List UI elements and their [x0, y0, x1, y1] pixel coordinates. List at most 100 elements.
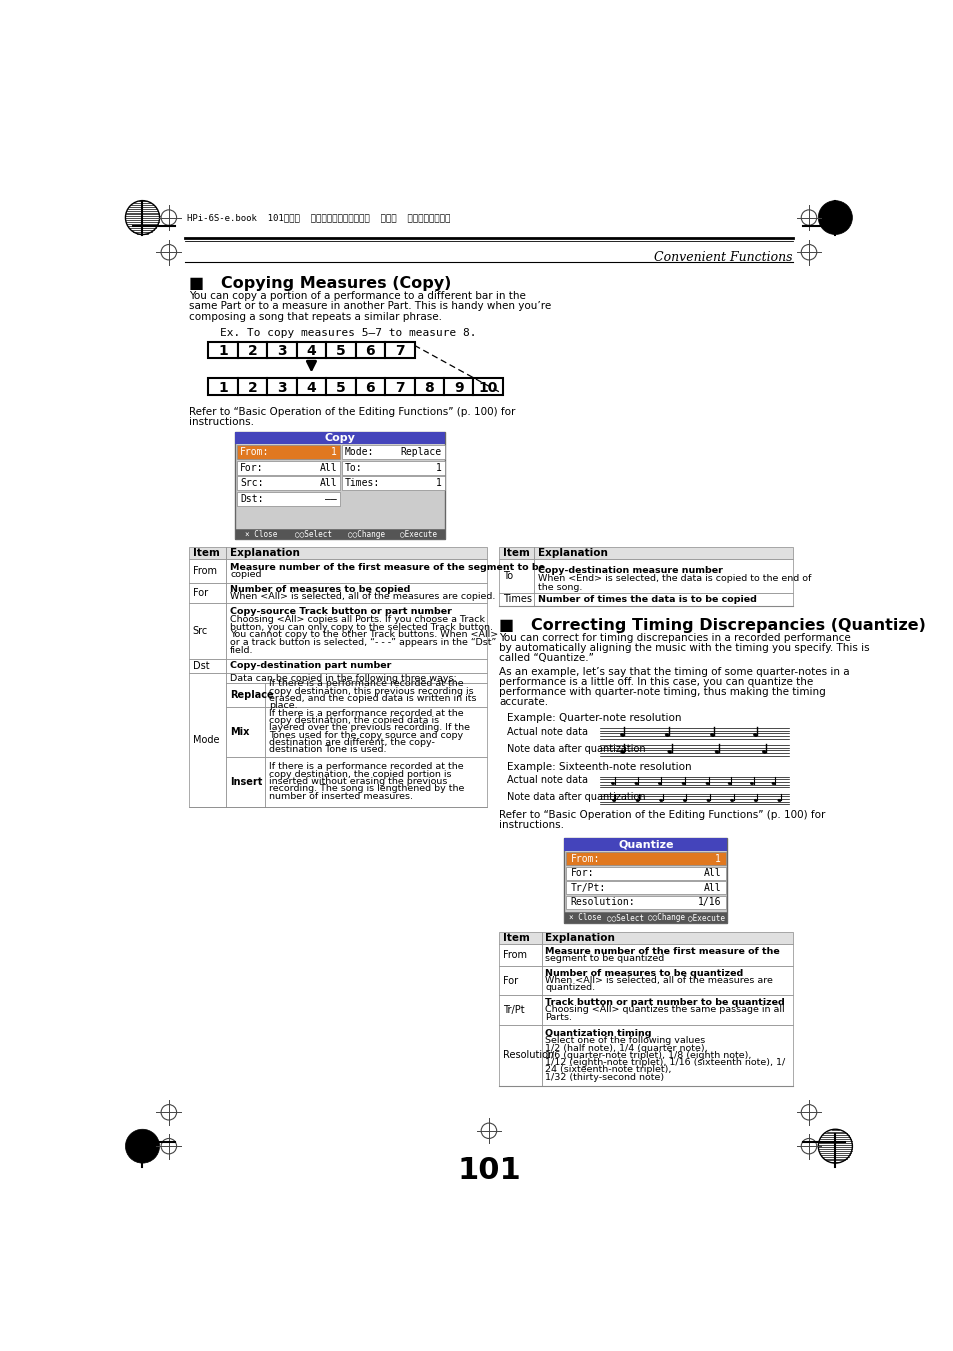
Text: All: All: [319, 463, 336, 473]
Bar: [226, 673, 487, 684]
Ellipse shape: [635, 782, 638, 785]
Text: For:: For:: [570, 869, 594, 878]
Bar: [265, 684, 487, 707]
Text: ○○Change: ○○Change: [647, 913, 684, 921]
Bar: [226, 547, 487, 559]
Bar: [498, 996, 541, 1024]
Ellipse shape: [612, 800, 615, 801]
Bar: [237, 378, 267, 396]
Text: composing a song that repeats a similar phrase.: composing a song that repeats a similar …: [189, 312, 441, 322]
Text: destination Tone is used.: destination Tone is used.: [269, 746, 386, 754]
Text: Mix: Mix: [230, 727, 249, 736]
Text: instructions.: instructions.: [498, 820, 563, 831]
Text: copied: copied: [230, 570, 261, 580]
Bar: [355, 342, 385, 358]
Text: Copy-destination measure number: Copy-destination measure number: [537, 566, 721, 574]
Text: If there is a performance recorded at the: If there is a performance recorded at th…: [269, 762, 463, 771]
Text: 24 (sixteenth-note triplet),: 24 (sixteenth-note triplet),: [545, 1066, 671, 1074]
Text: Choosing <All> copies all Ports. If you choose a Track: Choosing <All> copies all Ports. If you …: [230, 615, 484, 624]
Ellipse shape: [777, 800, 781, 801]
Text: Src:: Src:: [240, 478, 263, 488]
Bar: [226, 559, 487, 582]
Bar: [226, 757, 265, 807]
Bar: [208, 342, 237, 358]
Text: performance is a little off. In this case, you can quantize the: performance is a little off. In this cas…: [498, 677, 812, 688]
Circle shape: [125, 1129, 159, 1163]
Text: segment to be quantized: segment to be quantized: [545, 954, 664, 963]
Text: Data can be copied in the following three ways:: Data can be copied in the following thre…: [230, 674, 456, 682]
Text: From: From: [502, 950, 526, 961]
Text: Quantize: Quantize: [618, 839, 673, 850]
Text: 6: 6: [365, 343, 375, 358]
Bar: [355, 378, 385, 396]
Circle shape: [125, 200, 159, 235]
Bar: [534, 547, 792, 559]
Text: by automatically aligning the music with the timing you specify. This is: by automatically aligning the music with…: [498, 643, 869, 654]
Text: 8: 8: [424, 381, 434, 394]
Bar: [267, 342, 296, 358]
Bar: [564, 838, 726, 923]
Bar: [235, 431, 444, 539]
Text: 1: 1: [331, 447, 336, 458]
Text: performance with quarter-note timing, thus making the timing: performance with quarter-note timing, th…: [498, 688, 825, 697]
Text: or a track button is selected, “- - -” appears in the “Dst”: or a track button is selected, “- - -” a…: [230, 638, 496, 647]
Text: 10: 10: [478, 381, 497, 394]
Bar: [443, 378, 473, 396]
Text: number of inserted measures.: number of inserted measures.: [269, 792, 413, 801]
Ellipse shape: [715, 751, 719, 754]
Text: All: All: [319, 478, 336, 488]
Text: Actual note data: Actual note data: [506, 775, 587, 785]
Bar: [415, 378, 443, 396]
Text: instructions.: instructions.: [189, 417, 253, 427]
Bar: [541, 996, 792, 1024]
Ellipse shape: [761, 751, 765, 754]
Text: copy destination, the copied data is: copy destination, the copied data is: [269, 716, 438, 725]
Bar: [267, 378, 296, 396]
Text: ■   Copying Measures (Copy): ■ Copying Measures (Copy): [189, 276, 451, 290]
Text: Actual note data: Actual note data: [506, 727, 587, 736]
Text: quantized.: quantized.: [545, 984, 595, 993]
Text: Copy-source Track button or part number: Copy-source Track button or part number: [230, 608, 452, 616]
Ellipse shape: [753, 734, 757, 736]
Ellipse shape: [667, 751, 671, 754]
Ellipse shape: [771, 782, 774, 785]
Bar: [235, 528, 444, 539]
Bar: [564, 838, 726, 851]
Bar: [498, 944, 541, 966]
Text: Copy: Copy: [324, 432, 355, 443]
Text: Insert: Insert: [230, 777, 262, 786]
Text: inserted without erasing the previous: inserted without erasing the previous: [269, 777, 447, 786]
Ellipse shape: [619, 751, 623, 754]
Text: Track button or part number to be quantized: Track button or part number to be quanti…: [545, 998, 784, 1006]
Text: When <All> is selected, all of the measures are copied.: When <All> is selected, all of the measu…: [230, 592, 495, 601]
Text: accurate.: accurate.: [498, 697, 548, 708]
Bar: [226, 582, 487, 604]
Text: All: All: [702, 882, 720, 893]
Text: 4: 4: [306, 343, 316, 358]
Text: Measure number of the first measure of the segment to be: Measure number of the first measure of t…: [230, 562, 544, 571]
Text: If there is a performance recorded at the: If there is a performance recorded at th…: [269, 680, 463, 689]
Text: 7: 7: [395, 343, 404, 358]
Text: For: For: [502, 975, 517, 986]
Text: Number of times the data is to be copied: Number of times the data is to be copied: [537, 594, 756, 604]
Text: Item: Item: [502, 934, 529, 943]
Bar: [564, 912, 726, 923]
Text: Example: Sixteenth-note resolution: Example: Sixteenth-note resolution: [506, 762, 691, 771]
Text: 1/16: 1/16: [697, 897, 720, 908]
Text: Mode:: Mode:: [344, 447, 374, 458]
Text: Select one of the following values: Select one of the following values: [545, 1036, 705, 1046]
Bar: [498, 547, 534, 559]
Text: ○○Select: ○○Select: [606, 913, 643, 921]
Bar: [541, 966, 792, 996]
Text: From:: From:: [570, 854, 599, 863]
Ellipse shape: [730, 800, 733, 801]
Text: Mode: Mode: [193, 735, 219, 744]
Text: If there is a performance recorded at the: If there is a performance recorded at th…: [269, 709, 463, 717]
Text: 5: 5: [335, 381, 345, 394]
Text: 2: 2: [248, 343, 257, 358]
Text: copy destination, this previous recording is: copy destination, this previous recordin…: [269, 686, 473, 696]
Text: From: From: [193, 566, 216, 576]
Text: button, you can only copy to the selected Track button.: button, you can only copy to the selecte…: [230, 623, 493, 632]
Text: 1/6 (quarter-note triplet), 1/8 (eighth note),: 1/6 (quarter-note triplet), 1/8 (eighth …: [545, 1051, 751, 1059]
Text: 101: 101: [456, 1156, 520, 1185]
